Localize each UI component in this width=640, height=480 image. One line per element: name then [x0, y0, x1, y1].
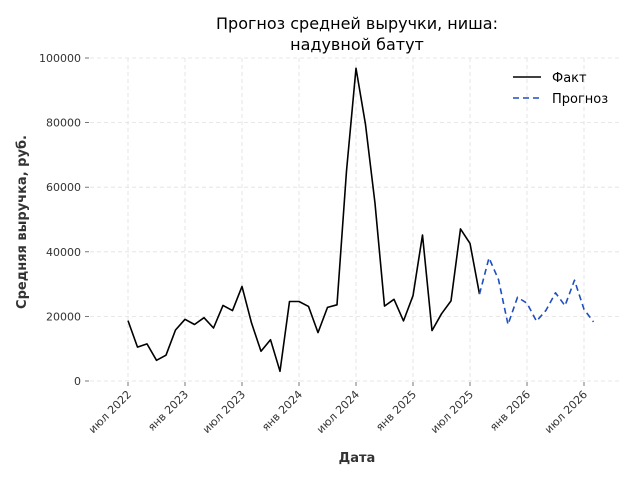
y-tick-label: 80000 [46, 117, 81, 130]
x-tick-label: июл 2026 [542, 388, 590, 436]
series-line-fact [127, 67, 481, 373]
x-axis-label: Дата [339, 451, 376, 466]
legend-label-fact: Факт [552, 71, 587, 86]
y-tick-label: 60000 [46, 181, 81, 194]
series-line-forecast [478, 257, 595, 326]
y-tick-label: 20000 [46, 310, 81, 323]
x-tick-label: июл 2023 [200, 388, 248, 436]
x-axis-ticks: июл 2022 янв 2023 июл 2023 янв 2024 июл 2024… [86, 382, 590, 436]
legend: Факт Прогноз [513, 71, 608, 107]
legend-label-forecast: Прогноз [552, 92, 608, 107]
x-tick-label: июл 2025 [428, 388, 476, 436]
x-tick-label: июл 2022 [86, 388, 134, 436]
x-tick-label: июл 2024 [314, 388, 362, 436]
y-axis-label: Средняя выручка, руб. [15, 135, 30, 309]
x-tick-label: янв 2026 [487, 388, 533, 434]
chart-title-line-1: Прогноз средней выручки, ниша: [216, 14, 498, 33]
grid-lines [90, 57, 622, 382]
x-tick-label: янв 2024 [259, 388, 305, 434]
y-axis-ticks: 0 20000 40000 60000 80000 100000 [39, 52, 89, 388]
series-lines [127, 67, 595, 373]
x-tick-label: янв 2023 [145, 388, 191, 434]
y-tick-label: 40000 [46, 246, 81, 259]
y-tick-label: 0 [74, 375, 81, 388]
x-tick-label: янв 2025 [373, 388, 419, 434]
y-tick-label: 100000 [39, 52, 81, 65]
chart-title-line-2: надувной батут [290, 35, 424, 54]
